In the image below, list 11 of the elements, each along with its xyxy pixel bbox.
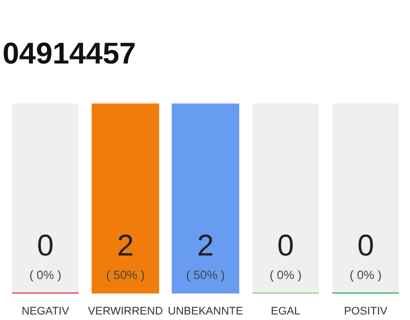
x-tick-label: NEGATIV (22, 306, 70, 318)
chart-title: 04914457 (2, 38, 136, 70)
data-label: 0 ( 0% ) (270, 230, 302, 282)
x-tick-label: POSITIV (344, 306, 388, 318)
data-label: 2 ( 50% ) (106, 230, 145, 282)
x-tick-label: EGAL (270, 306, 300, 318)
x-tick-label: UNBEKANNTE (168, 306, 244, 318)
data-label: 0 ( 0% ) (29, 230, 62, 282)
data-label: 0 ( 0% ) (350, 230, 382, 282)
x-tick-label: VERWIRREND (88, 306, 163, 318)
data-label: 2 ( 50% ) (186, 230, 225, 282)
